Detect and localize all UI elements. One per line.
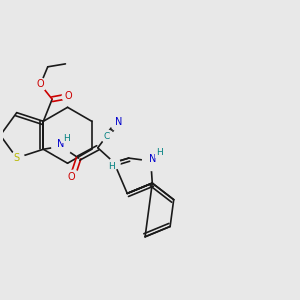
Text: O: O — [37, 80, 44, 89]
Text: H: H — [63, 134, 69, 142]
Text: H: H — [156, 148, 162, 157]
Text: O: O — [68, 172, 75, 182]
Text: S: S — [14, 153, 20, 163]
Text: H: H — [108, 161, 114, 170]
Text: N: N — [57, 139, 65, 149]
Text: N: N — [148, 154, 156, 164]
Text: N: N — [115, 117, 122, 127]
Text: C: C — [103, 131, 110, 140]
Text: O: O — [64, 91, 72, 101]
